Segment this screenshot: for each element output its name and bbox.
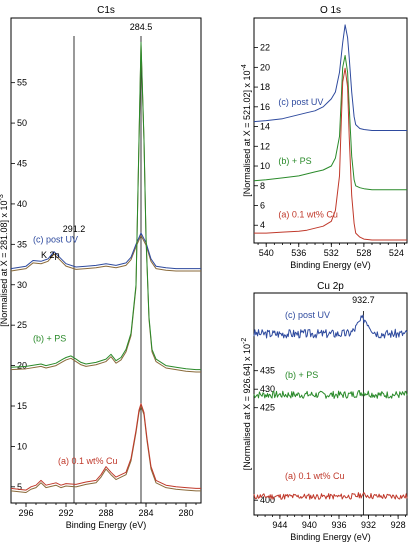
series-line (10, 232, 201, 270)
x-tick-label: 528 (356, 248, 371, 258)
series-line (253, 492, 408, 500)
series-line (253, 55, 407, 191)
series-line (253, 314, 408, 339)
series-label: (c) post UV (33, 235, 78, 245)
x-axis-label: Binding Energy (eV) (290, 532, 371, 542)
y-tick-label: 55 (17, 78, 27, 88)
x-tick-label: 936 (331, 520, 346, 530)
plot-frame (253, 292, 408, 516)
y-tick-label: 25 (17, 320, 27, 330)
chart-title: O 1s (320, 5, 341, 16)
y-tick-label: 40 (17, 199, 27, 209)
x-tick-label: 932 (361, 520, 376, 530)
y-tick-label: 15 (17, 401, 27, 411)
peak-annotation: 932.7 (352, 295, 375, 305)
y-axis-label: [Normalised at X = 281.08] x 10-3 (0, 194, 9, 327)
x-tick-label: 284 (138, 508, 153, 518)
y-tick-label: 30 (17, 280, 27, 290)
y-tick-label: 20 (260, 62, 270, 72)
y-tick-label: 10 (17, 441, 27, 451)
x-tick-label: 940 (302, 520, 317, 530)
fit-envelope (10, 405, 201, 493)
peak-annotation: 291.2 (63, 224, 86, 234)
x-tick-label: 280 (178, 508, 193, 518)
plot-frame (10, 17, 202, 504)
y-tick-label: 45 (17, 159, 27, 169)
y-tick-label: 4 (260, 220, 265, 230)
x-tick-label: 532 (324, 248, 339, 258)
x-tick-label: 540 (259, 248, 274, 258)
chart-title: Cu 2p (317, 281, 344, 292)
x-tick-label: 944 (272, 520, 287, 530)
x-tick-label: 536 (291, 248, 306, 258)
y-tick-label: 6 (260, 201, 265, 211)
x-tick-label: 288 (98, 508, 113, 518)
y-tick-label: 435 (260, 366, 275, 376)
series-line (254, 67, 407, 241)
y-tick-label: 400 (260, 495, 275, 505)
y-axis-label: [Normalised at X = 926.64] x 10-2 (241, 338, 252, 471)
y-tick-label: 35 (17, 239, 27, 249)
y-axis-label: [Normalised at X = 521.02] x 10-4 (241, 64, 252, 197)
series-label: (b) + PS (285, 370, 318, 380)
chart-panel-2: Cu 2p 944 940 936 932 928 Binding Energy (eV) 4… (241, 281, 408, 542)
series-label: (b) + PS (33, 333, 66, 343)
fit-envelope (10, 234, 201, 272)
y-tick-label: 22 (260, 43, 270, 53)
y-tick-label: 16 (260, 102, 270, 112)
series-label: (a) 0.1 wt% Cu (278, 209, 338, 219)
series-label: (a) 0.1 wt% Cu (285, 471, 345, 481)
chart-panel-0: C1s 296 292 288 284 280 Binding Energy (eV) 5 10… (0, 5, 202, 530)
chart-title: C1s (97, 5, 115, 16)
x-tick-label: 292 (58, 508, 73, 518)
y-tick-label: 10 (260, 161, 270, 171)
series-label: (a) 0.1 wt% Cu (58, 456, 118, 466)
peak-annotation: 284.5 (130, 22, 153, 32)
x-axis-label: Binding Energy (eV) (66, 520, 147, 530)
y-tick-label: 18 (260, 82, 270, 92)
series-label: (c) post UV (285, 310, 330, 320)
series-label: (b) + PS (278, 156, 311, 166)
series-line (10, 41, 201, 371)
y-tick-label: 5 (17, 482, 22, 492)
series-label: (c) post UV (278, 97, 323, 107)
x-tick-label: 524 (389, 248, 404, 258)
y-tick-label: 14 (260, 122, 270, 132)
series-line (253, 24, 407, 131)
y-tick-label: 8 (260, 181, 265, 191)
series-line (10, 403, 201, 491)
y-tick-label: 425 (260, 403, 275, 413)
y-tick-label: 430 (260, 384, 275, 394)
series-line (253, 390, 408, 399)
x-tick-label: 296 (18, 508, 33, 518)
y-tick-label: 12 (260, 141, 270, 151)
x-axis-label: Binding Energy (eV) (290, 260, 371, 270)
chart-panel-1: O 1s 540 536 532 528 524 Binding Energy (eV) 4 6… (241, 5, 408, 270)
y-tick-label: 20 (17, 361, 27, 371)
x-tick-label: 928 (391, 520, 406, 530)
y-tick-label: 50 (17, 118, 27, 128)
fit-envelope (10, 44, 201, 373)
peak-annotation: K 2p (41, 250, 60, 260)
